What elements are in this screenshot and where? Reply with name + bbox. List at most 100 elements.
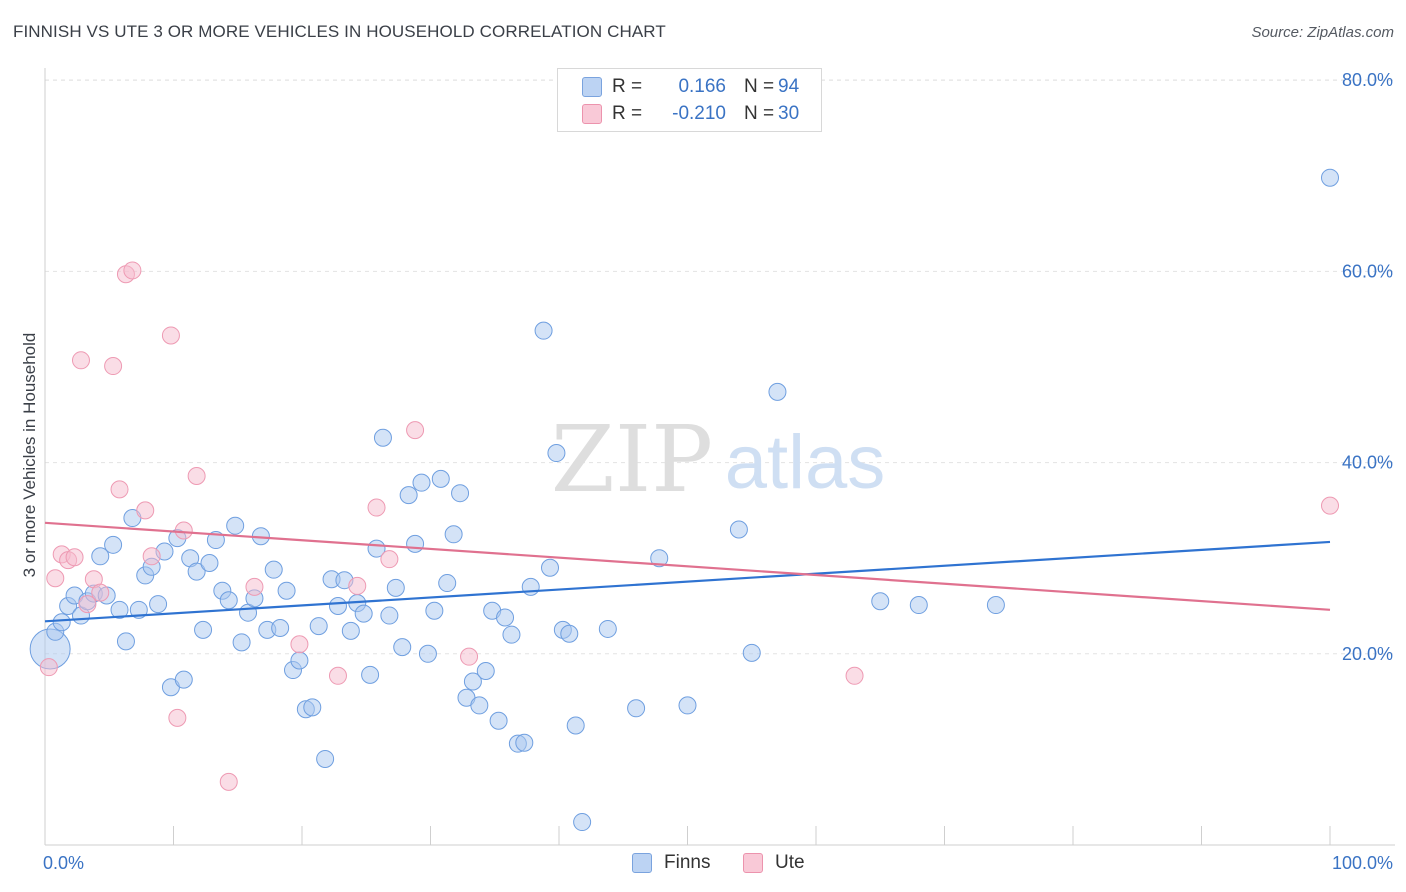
finns-point bbox=[303, 698, 322, 717]
finns-point bbox=[104, 535, 123, 554]
legend-row-finns: R = 0.166 N = 94 bbox=[582, 74, 799, 100]
finns-point bbox=[502, 625, 521, 644]
n-label: N = bbox=[744, 76, 775, 97]
y-tick-label: 40.0% bbox=[1342, 453, 1393, 473]
ute-point bbox=[110, 480, 129, 499]
ute-point bbox=[406, 421, 425, 440]
finns-point bbox=[200, 553, 219, 572]
ute-n-value: 30 bbox=[778, 103, 800, 124]
ute-point bbox=[367, 498, 386, 517]
r-label: R = bbox=[612, 76, 643, 97]
ute-point bbox=[78, 595, 97, 614]
ute-point bbox=[104, 357, 123, 376]
finns-point bbox=[650, 549, 669, 568]
finns-point bbox=[566, 716, 585, 735]
finns-point bbox=[187, 562, 206, 581]
ute-point bbox=[174, 521, 193, 540]
finns-point bbox=[129, 600, 148, 619]
source-label: Source: ZipAtlas.com bbox=[1251, 24, 1394, 41]
finns-point bbox=[341, 621, 360, 640]
finns-point bbox=[678, 696, 697, 715]
finns-point bbox=[399, 486, 418, 505]
finns-point bbox=[729, 520, 748, 539]
finns-point bbox=[463, 672, 482, 691]
finns-point bbox=[232, 633, 251, 652]
ute-point bbox=[142, 547, 161, 566]
finns-point bbox=[149, 595, 168, 614]
y-tick-label: 80.0% bbox=[1342, 70, 1393, 90]
ute-point bbox=[161, 326, 180, 345]
finns-point bbox=[219, 591, 238, 610]
legend-row-ute: R = -0.210 N = 30 bbox=[582, 101, 799, 127]
finns-point bbox=[438, 574, 457, 593]
legend-item-finns[interactable]: Finns bbox=[632, 852, 710, 874]
watermark-atlas: atlas bbox=[725, 420, 886, 505]
data-points bbox=[29, 168, 1339, 832]
finns-trend-line bbox=[44, 540, 1331, 623]
finns-point bbox=[354, 604, 373, 623]
finns-point bbox=[598, 619, 617, 638]
finns-swatch bbox=[632, 853, 652, 873]
series-legend: Finns Ute bbox=[0, 852, 1406, 878]
finns-point bbox=[489, 711, 508, 730]
finns-point bbox=[380, 606, 399, 625]
finns-point bbox=[116, 632, 135, 651]
finns-point bbox=[418, 644, 437, 663]
ute-trend-line bbox=[44, 521, 1331, 611]
finns-point bbox=[52, 613, 71, 632]
finns-point bbox=[909, 596, 928, 615]
finns-point bbox=[627, 699, 646, 718]
finns-point bbox=[412, 473, 431, 492]
ute-point bbox=[245, 577, 264, 596]
watermark: ZIP atlas bbox=[551, 406, 885, 513]
finns-point bbox=[573, 813, 592, 832]
finns-n-value: 94 bbox=[778, 76, 800, 97]
ute-point bbox=[845, 666, 864, 685]
watermark-zip: ZIP bbox=[551, 406, 713, 513]
trend-lines bbox=[44, 521, 1331, 623]
finns-point bbox=[361, 665, 380, 684]
tick-labels: 20.0% 40.0% 60.0% 80.0% 0.0% 100.0% bbox=[43, 70, 1393, 873]
finns-point bbox=[742, 643, 761, 662]
ute-point bbox=[46, 569, 65, 588]
ute-point bbox=[136, 501, 155, 520]
ute-point bbox=[123, 261, 142, 280]
finns-point bbox=[226, 516, 245, 535]
ute-point bbox=[65, 548, 84, 567]
y-axis-label: 3 or more Vehicles in Household bbox=[20, 333, 39, 578]
finns-r-value: 0.166 bbox=[678, 76, 726, 97]
ute-point bbox=[460, 647, 479, 666]
axes bbox=[44, 68, 1395, 846]
ute-swatch bbox=[743, 853, 763, 873]
finns-point bbox=[451, 484, 470, 503]
finns-point bbox=[547, 444, 566, 463]
finns-point bbox=[406, 534, 425, 553]
ute-point bbox=[168, 708, 187, 727]
ute-point bbox=[348, 576, 367, 595]
finns-point bbox=[431, 469, 450, 488]
x-tick-label: 0.0% bbox=[43, 853, 84, 873]
chart-title: FINNISH VS UTE 3 OR MORE VEHICLES IN HOU… bbox=[13, 22, 666, 41]
finns-point bbox=[271, 618, 290, 637]
ute-point bbox=[290, 635, 309, 654]
y-tick-label: 20.0% bbox=[1342, 644, 1393, 664]
r-label: R = bbox=[612, 103, 643, 124]
finns-point bbox=[476, 662, 495, 681]
ute-point bbox=[187, 466, 206, 485]
finns-point bbox=[515, 733, 534, 752]
finns-point bbox=[110, 600, 129, 619]
finns-point bbox=[393, 638, 412, 657]
finns-point bbox=[316, 749, 335, 768]
finns-point bbox=[174, 670, 193, 689]
finns-point bbox=[871, 592, 890, 611]
legend-item-ute[interactable]: Ute bbox=[743, 852, 805, 874]
finns-point bbox=[444, 525, 463, 544]
finns-point bbox=[373, 428, 392, 447]
ute-point bbox=[1321, 496, 1339, 515]
finns-point bbox=[496, 608, 515, 627]
finns-point bbox=[328, 597, 347, 615]
ute-point bbox=[39, 658, 58, 677]
finns-point bbox=[534, 321, 553, 340]
ute-swatch bbox=[582, 104, 602, 124]
